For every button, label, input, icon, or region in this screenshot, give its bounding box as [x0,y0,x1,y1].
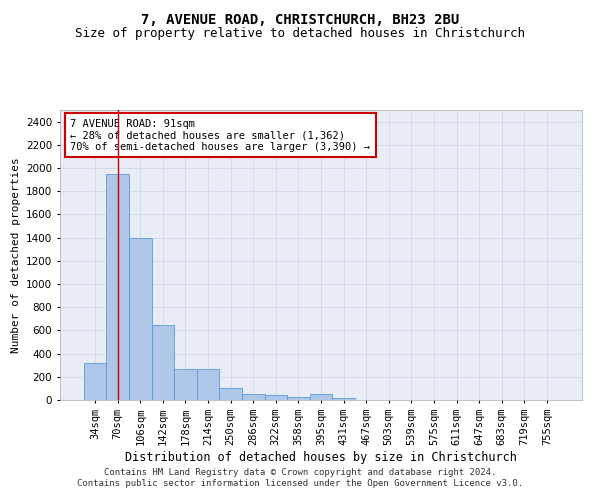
Bar [174,370,197,400]
Y-axis label: Number of detached properties: Number of detached properties [11,157,20,353]
Bar [242,394,265,400]
Bar [265,396,287,400]
Text: 7 AVENUE ROAD: 91sqm
← 28% of detached houses are smaller (1,362)
70% of semi-de: 7 AVENUE ROAD: 91sqm ← 28% of detached h… [70,118,370,152]
Bar [220,388,242,400]
Text: Size of property relative to detached houses in Christchurch: Size of property relative to detached ho… [75,28,525,40]
Bar [129,238,152,400]
X-axis label: Distribution of detached houses by size in Christchurch: Distribution of detached houses by size … [125,450,517,464]
Bar [152,324,174,400]
Bar [332,398,355,400]
Bar [287,396,310,400]
Text: 7, AVENUE ROAD, CHRISTCHURCH, BH23 2BU: 7, AVENUE ROAD, CHRISTCHURCH, BH23 2BU [141,12,459,26]
Bar [310,394,332,400]
Bar [106,174,129,400]
Bar [84,363,106,400]
Text: Contains HM Land Registry data © Crown copyright and database right 2024.
Contai: Contains HM Land Registry data © Crown c… [77,468,523,487]
Bar [197,370,220,400]
